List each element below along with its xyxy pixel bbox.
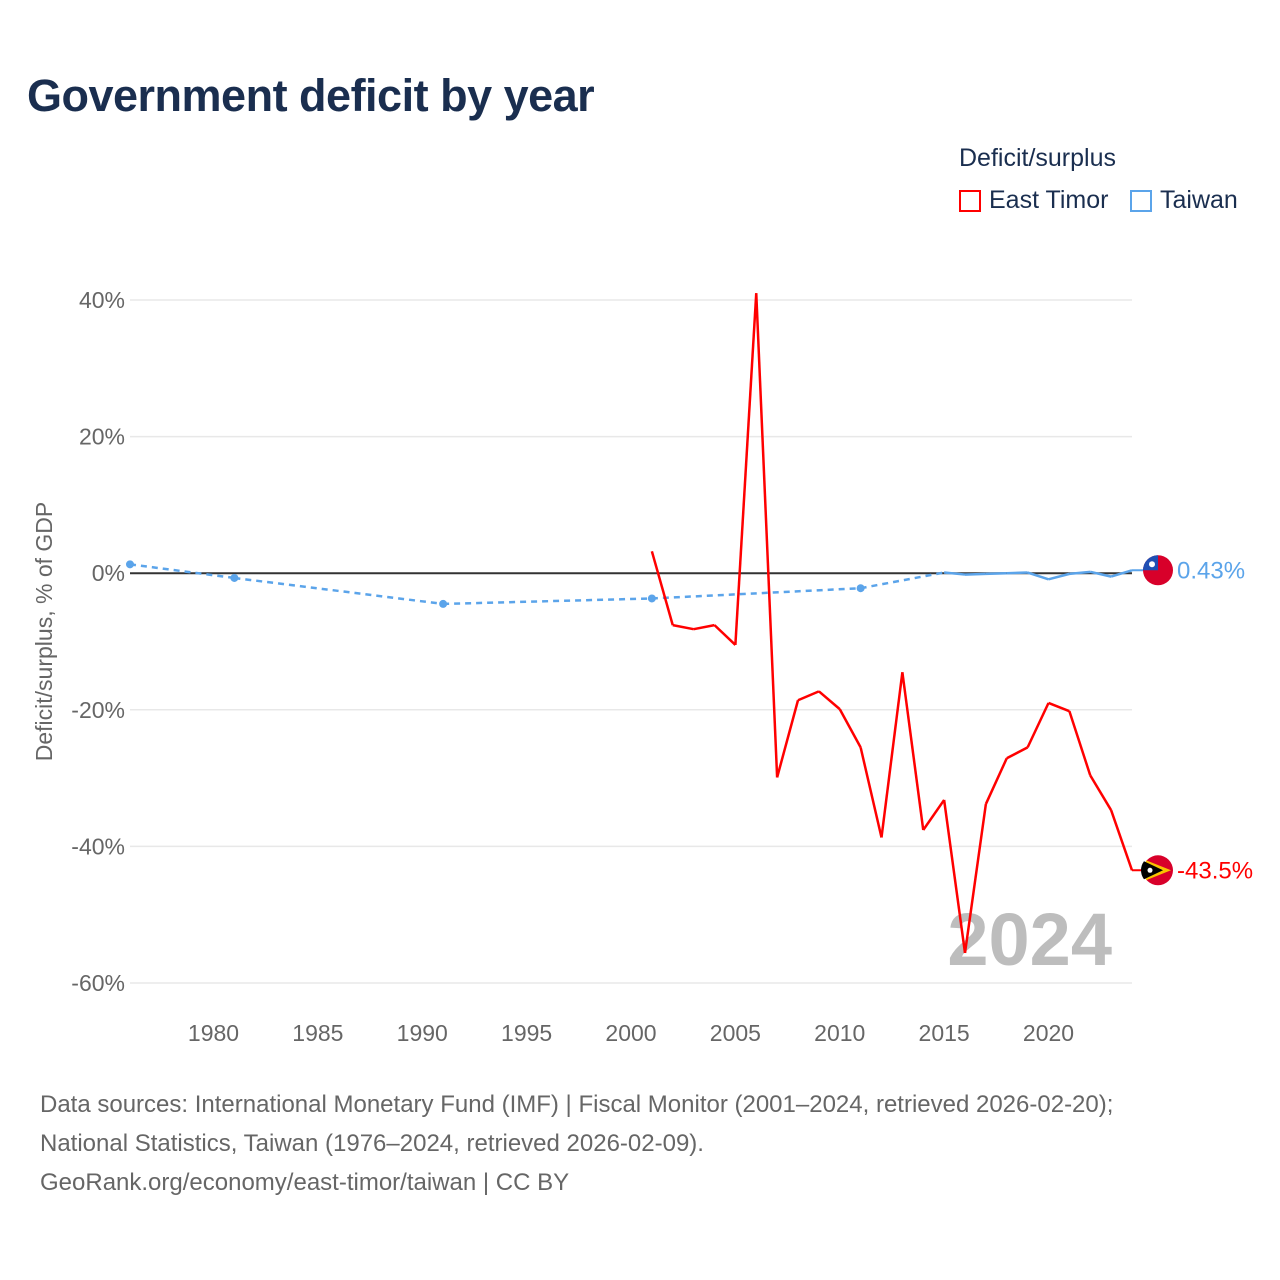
data-point bbox=[230, 573, 239, 582]
end-value-label: 0.43% bbox=[1177, 557, 1245, 584]
y-tick-label: -40% bbox=[71, 833, 125, 859]
series-segment-east-timor bbox=[797, 690, 820, 702]
series-segment-taiwan bbox=[1069, 570, 1091, 576]
source-link[interactable]: GeoRank.org/economy/east-timor/taiwan | … bbox=[40, 1169, 570, 1196]
x-tick-label: 1995 bbox=[501, 1020, 552, 1046]
end-value-label: -43.5% bbox=[1177, 857, 1253, 884]
series-segment-taiwan bbox=[1006, 571, 1028, 575]
y-tick-label: 40% bbox=[79, 287, 125, 313]
source-line-2: National Statistics, Taiwan (1976–2024, … bbox=[40, 1130, 704, 1157]
series-segment-east-timor bbox=[672, 623, 694, 631]
series-segment-east-timor bbox=[755, 293, 779, 778]
y-tick-label: 0% bbox=[92, 560, 125, 586]
y-axis-label: Deficit/surplus, % of GDP bbox=[31, 502, 57, 761]
series-segment-taiwan bbox=[1027, 571, 1049, 581]
year-watermark: 2024 bbox=[947, 898, 1112, 981]
x-tick-label: 1990 bbox=[397, 1020, 448, 1046]
series-segment-east-timor bbox=[1006, 746, 1029, 760]
data-point bbox=[856, 584, 865, 593]
series-segment-east-timor bbox=[713, 624, 737, 646]
series-segment-taiwan bbox=[1110, 569, 1133, 578]
x-tick-label: 2010 bbox=[814, 1020, 865, 1046]
legend-label-taiwan: Taiwan bbox=[1160, 186, 1238, 214]
series-segment-taiwan bbox=[129, 563, 235, 580]
series-segment-east-timor bbox=[1068, 710, 1092, 776]
series-segment-east-timor bbox=[818, 690, 841, 711]
source-line-1: Data sources: International Monetary Fun… bbox=[40, 1091, 1114, 1118]
y-tick-label: -60% bbox=[71, 970, 125, 996]
flag-sun bbox=[1149, 561, 1155, 568]
series-segment-east-timor bbox=[775, 699, 800, 778]
series-segment-taiwan bbox=[234, 576, 444, 606]
series-segment-east-timor bbox=[734, 293, 758, 645]
series-segment-taiwan bbox=[1048, 572, 1070, 581]
series-segment-east-timor bbox=[880, 672, 904, 838]
series-segment-taiwan bbox=[964, 572, 986, 576]
series-segment-east-timor bbox=[901, 672, 925, 831]
y-tick-label: 20% bbox=[79, 424, 125, 450]
data-point bbox=[126, 560, 134, 569]
series-segment-taiwan bbox=[985, 571, 1007, 576]
x-tick-label: 2005 bbox=[710, 1020, 761, 1046]
legend-swatch-east-timor bbox=[959, 189, 981, 212]
series-segment-east-timor bbox=[1048, 701, 1070, 713]
data-point bbox=[439, 599, 448, 608]
series-segment-east-timor bbox=[650, 551, 674, 626]
series-segment-east-timor bbox=[942, 799, 967, 954]
x-tick-label: 2020 bbox=[1023, 1020, 1074, 1046]
chart-title: Government deficit by year bbox=[27, 70, 595, 121]
series-segment-east-timor bbox=[1089, 774, 1113, 811]
series-segment-taiwan bbox=[651, 586, 861, 600]
legend-item-east-timor[interactable]: East Timor bbox=[959, 186, 1108, 215]
series-segment-east-timor bbox=[838, 708, 862, 748]
x-tick-label: 1985 bbox=[292, 1020, 343, 1046]
x-tick-label: 1980 bbox=[188, 1020, 239, 1046]
series-segment-east-timor bbox=[984, 757, 1008, 805]
legend-label-east-timor: East Timor bbox=[989, 186, 1109, 214]
series-segment-east-timor bbox=[693, 623, 715, 631]
data-point bbox=[647, 594, 656, 603]
series-segment-taiwan bbox=[443, 597, 652, 606]
y-tick-label: -20% bbox=[71, 697, 125, 723]
legend-item-taiwan[interactable]: Taiwan bbox=[1130, 186, 1238, 215]
x-tick-label: 2000 bbox=[605, 1020, 656, 1046]
series-segment-east-timor bbox=[1109, 809, 1134, 871]
series-segment-taiwan bbox=[860, 571, 945, 590]
series-segment-east-timor bbox=[859, 747, 883, 838]
series-segment-east-timor bbox=[922, 799, 946, 831]
x-tick-label: 2015 bbox=[919, 1020, 970, 1046]
legend-title: Deficit/surplus bbox=[959, 144, 1116, 172]
series-segment-taiwan bbox=[944, 571, 966, 576]
legend-swatch-taiwan bbox=[1130, 189, 1152, 212]
flag-star bbox=[1147, 867, 1153, 873]
series-segment-east-timor bbox=[1026, 702, 1050, 748]
series-segment-taiwan bbox=[1089, 570, 1112, 578]
series-segment-east-timor bbox=[963, 803, 988, 954]
